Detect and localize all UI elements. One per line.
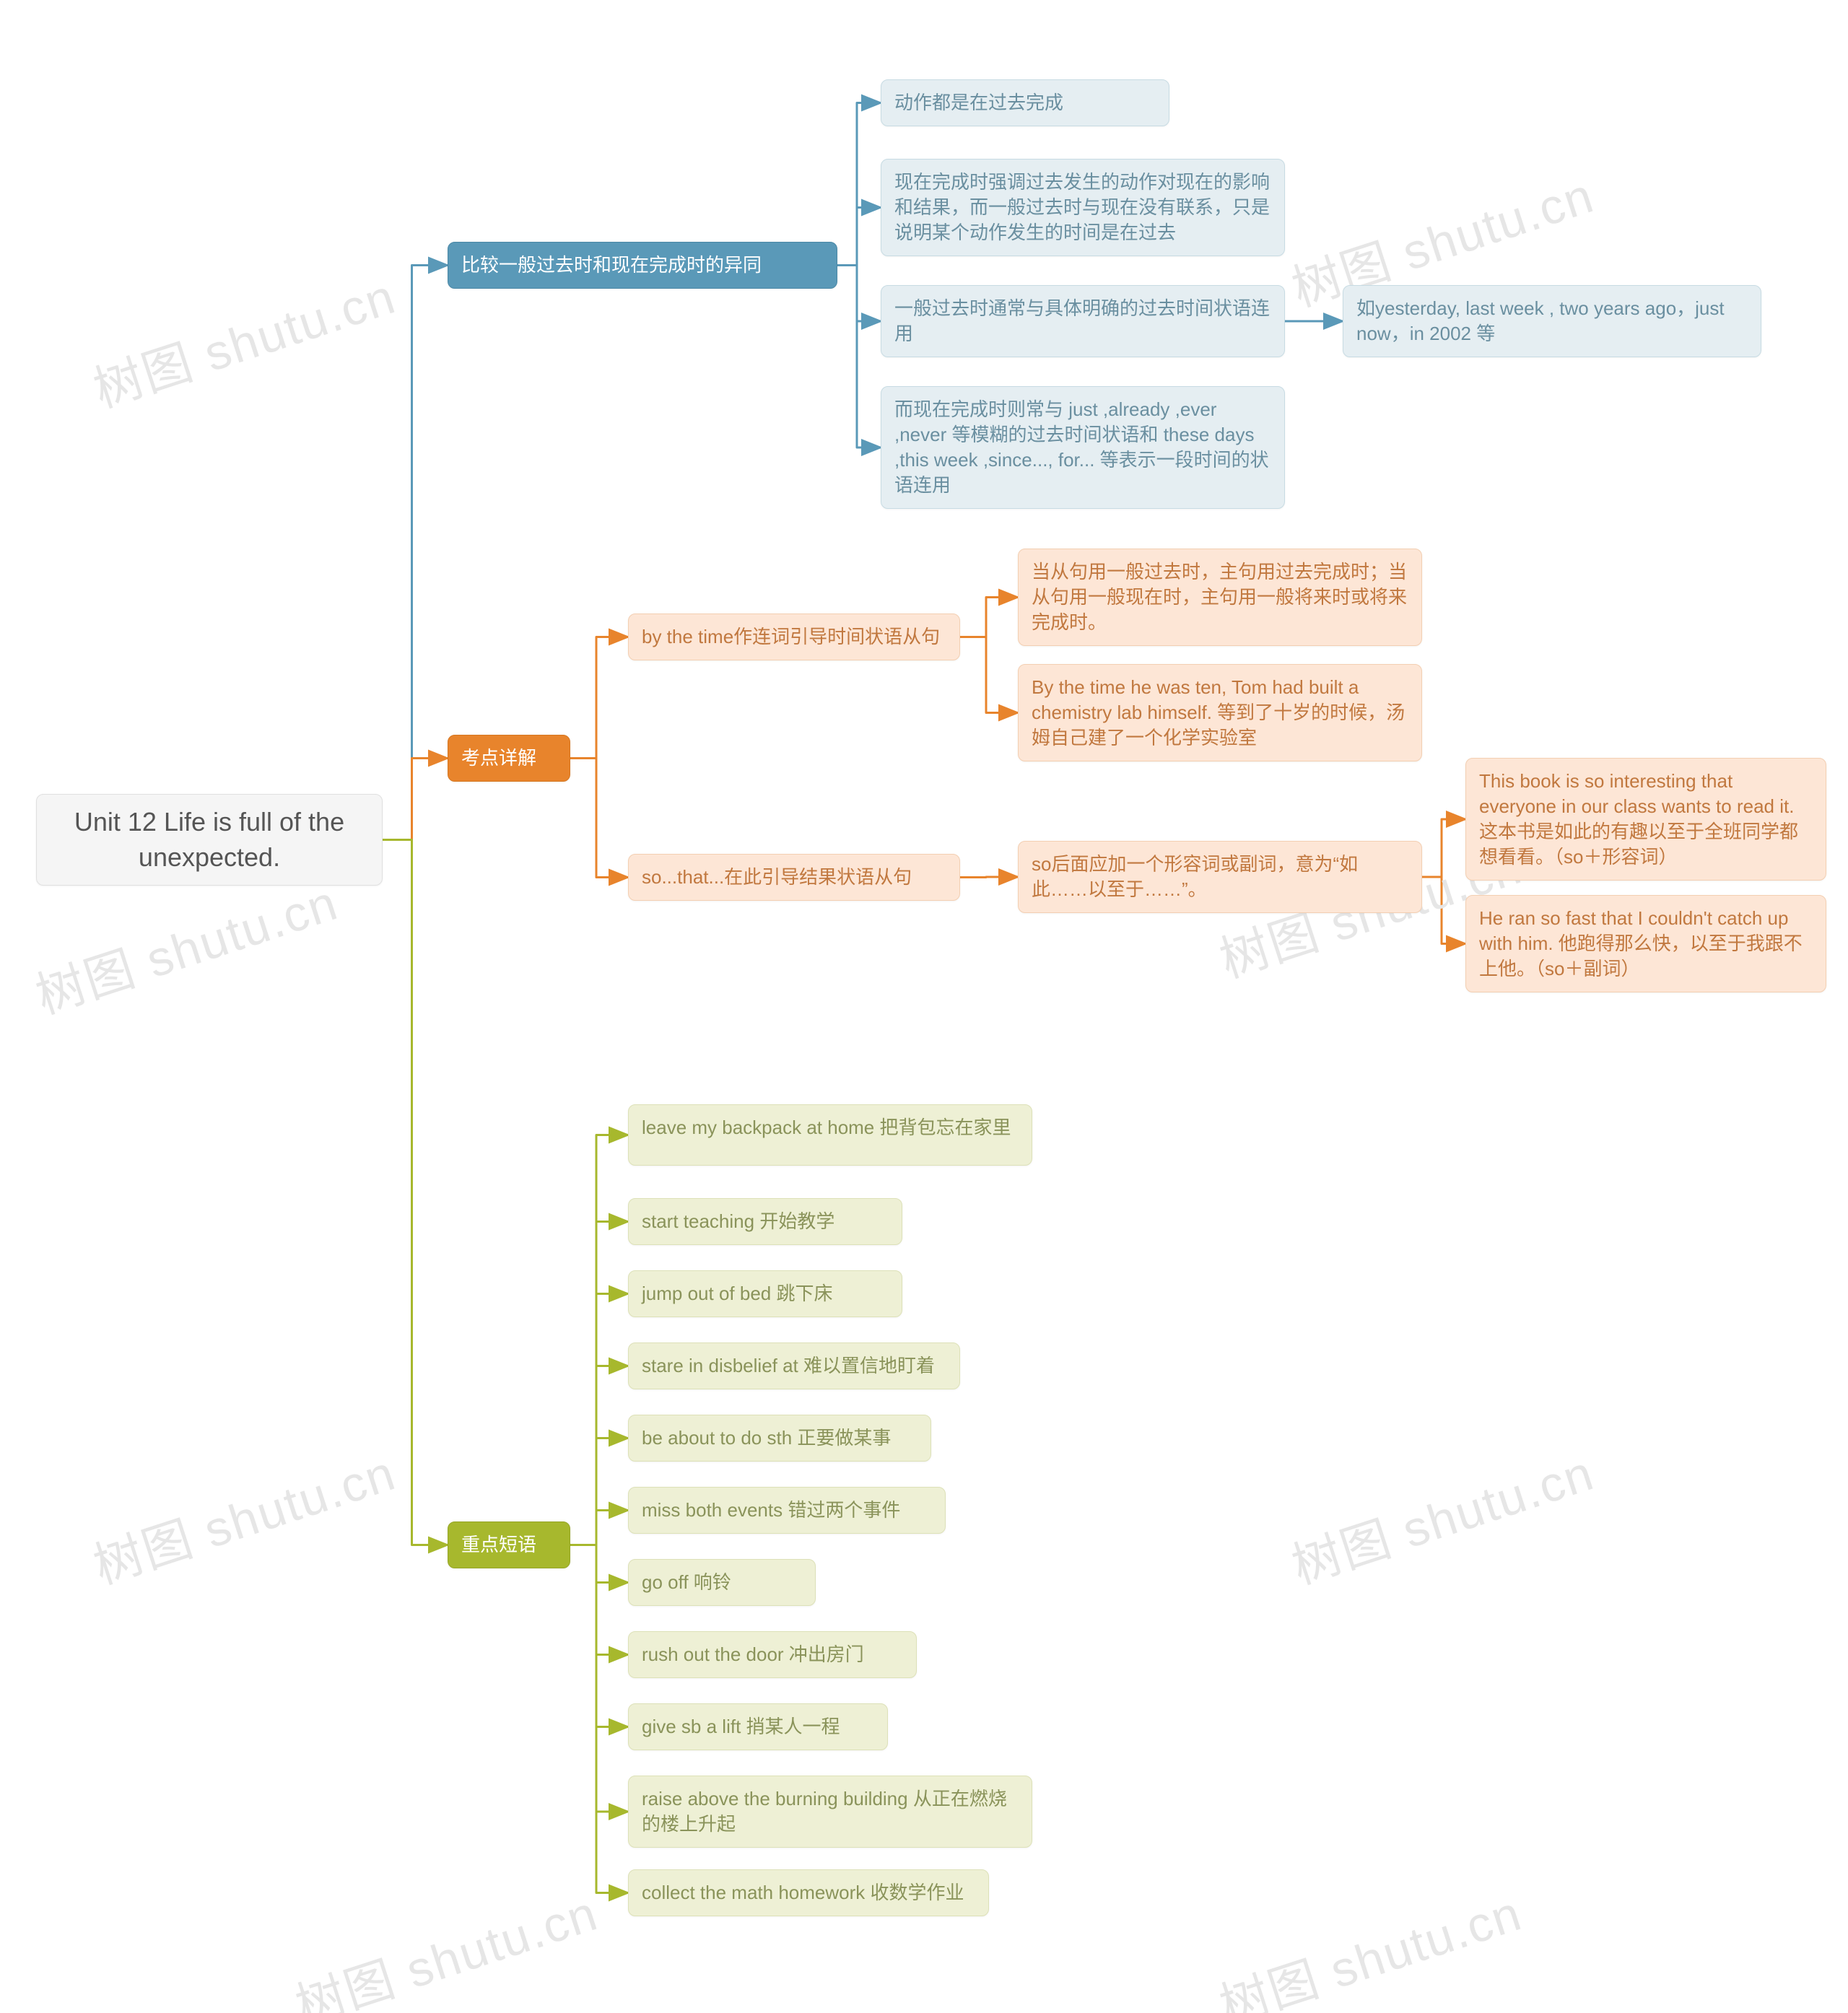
node-b2c1b: By the time he was ten, Tom had built a … [1018, 664, 1422, 761]
node-text: 一般过去时通常与具体明确的过去时间状语连用 [894, 297, 1270, 344]
node-b1c3a: 如yesterday, last week , two years ago，ju… [1343, 285, 1761, 357]
node-text: miss both events 错过两个事件 [642, 1499, 900, 1521]
node-b2c2a1: This book is so interesting that everyon… [1465, 758, 1826, 881]
node-text: leave my backpack at home 把背包忘在家里 [642, 1117, 1011, 1138]
node-b1c2: 现在完成时强调过去发生的动作对现在的影响和结果，而一般过去时与现在没有联系，只是… [881, 159, 1285, 256]
node-b1c4: 而现在完成时则常与 just ,already ,ever ,never 等模糊… [881, 386, 1285, 509]
watermark: 树图 shutu.cn [25, 863, 345, 1027]
watermark: 树图 shutu.cn [83, 256, 403, 421]
node-b2c1a: 当从句用一般过去时，主句用过去完成时；当从句用一般现在时，主句用一般将来时或将来… [1018, 549, 1422, 646]
node-text: be about to do sth 正要做某事 [642, 1427, 891, 1449]
mindmap-canvas: 树图 shutu.cn 树图 shutu.cn 树图 shutu.cn 树图 shut… [0, 0, 1848, 2013]
node-text: 考点详解 [461, 747, 536, 769]
node-text: jump out of bed 跳下床 [642, 1283, 832, 1304]
node-text: by the time作连词引导时间状语从句 [642, 626, 940, 647]
node-b1c1: 动作都是在过去完成 [881, 79, 1169, 126]
node-b2c2a2: He ran so fast that I couldn't catch up … [1465, 895, 1826, 992]
node-text: rush out the door 冲出房门 [642, 1643, 864, 1665]
node-b3c7: go off 响铃 [628, 1559, 816, 1606]
node-b3c10: raise above the burning building 从正在燃烧的楼… [628, 1776, 1032, 1848]
watermark: 树图 shutu.cn [285, 1873, 605, 2013]
node-b3c11: collect the math homework 收数学作业 [628, 1869, 989, 1916]
watermark: 树图 shutu.cn [1281, 1433, 1601, 1597]
node-text: 比较一般过去时和现在完成时的异同 [461, 254, 762, 276]
node-b3c5: be about to do sth 正要做某事 [628, 1415, 931, 1462]
node-text: By the time he was ten, Tom had built a … [1032, 676, 1405, 748]
node-b3c8: rush out the door 冲出房门 [628, 1631, 917, 1678]
watermark: 树图 shutu.cn [1209, 1873, 1529, 2013]
node-text: 当从句用一般过去时，主句用过去完成时；当从句用一般现在时，主句用一般将来时或将来… [1032, 561, 1407, 633]
node-text: 而现在完成时则常与 just ,already ,ever ,never 等模糊… [894, 398, 1269, 496]
node-text: 动作都是在过去完成 [894, 92, 1063, 113]
node-b3: 重点短语 [448, 1521, 570, 1568]
node-b1c3: 一般过去时通常与具体明确的过去时间状语连用 [881, 285, 1285, 357]
node-text: raise above the burning building 从正在燃烧的楼… [642, 1788, 1007, 1835]
node-b3c6: miss both events 错过两个事件 [628, 1487, 946, 1534]
node-b2c2a: so后面应加一个形容词或副词，意为“如此……以至于……”。 [1018, 841, 1422, 913]
node-root: Unit 12 Life is full of the unexpected. [36, 794, 383, 886]
node-text: This book is so interesting that everyon… [1479, 770, 1798, 868]
node-text: so后面应加一个形容词或副词，意为“如此……以至于……”。 [1032, 853, 1358, 900]
watermark: 树图 shutu.cn [83, 1433, 403, 1597]
node-b3c9: give sb a lift 捎某人一程 [628, 1703, 888, 1750]
node-text: so...that...在此引导结果状语从句 [642, 866, 912, 888]
node-text: 现在完成时强调过去发生的动作对现在的影响和结果，而一般过去时与现在没有联系，只是… [894, 171, 1270, 243]
node-b1: 比较一般过去时和现在完成时的异同 [448, 242, 837, 289]
node-text: give sb a lift 捎某人一程 [642, 1716, 840, 1737]
node-b3c1: leave my backpack at home 把背包忘在家里 [628, 1104, 1032, 1166]
node-b3c4: stare in disbelief at 难以置信地盯着 [628, 1342, 960, 1389]
node-b3c3: jump out of bed 跳下床 [628, 1270, 902, 1317]
node-text: He ran so fast that I couldn't catch up … [1479, 907, 1803, 979]
node-text: 如yesterday, last week , two years ago，ju… [1356, 297, 1725, 344]
node-text: go off 响铃 [642, 1571, 731, 1593]
node-text: stare in disbelief at 难以置信地盯着 [642, 1355, 935, 1376]
node-b2: 考点详解 [448, 735, 570, 782]
node-text: collect the math homework 收数学作业 [642, 1882, 964, 1903]
node-text: start teaching 开始教学 [642, 1210, 834, 1232]
node-text: 重点短语 [461, 1534, 536, 1555]
node-b2c2: so...that...在此引导结果状语从句 [628, 854, 960, 901]
node-b3c2: start teaching 开始教学 [628, 1198, 902, 1245]
node-b2c1: by the time作连词引导时间状语从句 [628, 613, 960, 660]
node-text: Unit 12 Life is full of the unexpected. [74, 807, 344, 872]
